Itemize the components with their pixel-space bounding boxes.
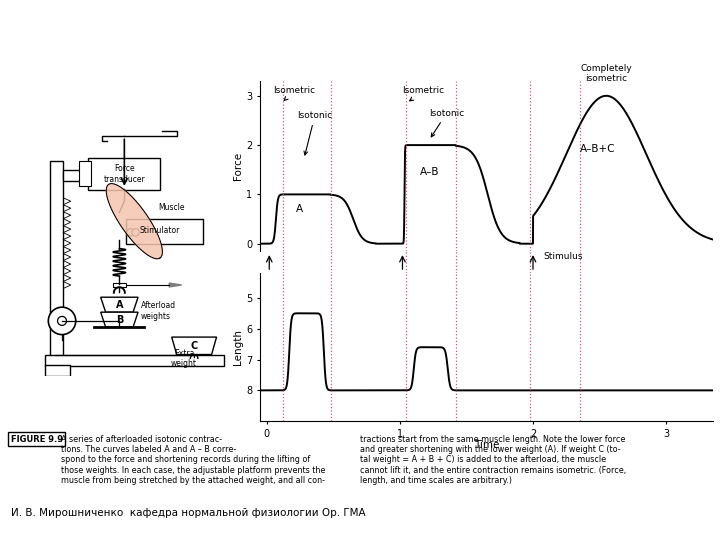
FancyBboxPatch shape	[125, 219, 203, 244]
Text: Isometric: Isometric	[274, 86, 315, 100]
Text: A: A	[296, 204, 303, 214]
Y-axis label: Length: Length	[233, 329, 243, 365]
Text: Extra
weight: Extra weight	[171, 349, 197, 368]
Text: Isometric: Isometric	[402, 86, 444, 101]
Bar	[113, 283, 125, 287]
Text: Muscle: Muscle	[158, 203, 184, 212]
Text: Force
transducer: Force transducer	[104, 164, 145, 184]
Polygon shape	[171, 337, 217, 355]
Text: Afterload
weights: Afterload weights	[140, 301, 176, 321]
Bar	[45, 364, 70, 376]
Text: Isotonic: Isotonic	[297, 111, 333, 155]
Polygon shape	[169, 283, 181, 287]
Text: A–B+C: A–B+C	[580, 145, 615, 154]
X-axis label: Time: Time	[474, 440, 499, 450]
Text: C: C	[191, 341, 198, 351]
Polygon shape	[101, 312, 138, 327]
Bar	[79, 161, 91, 186]
Polygon shape	[101, 297, 138, 312]
Text: tractions start from the same muscle length. Note the lower force
and greater sh: tractions start from the same muscle len…	[360, 435, 626, 485]
Text: A: A	[116, 300, 123, 309]
FancyBboxPatch shape	[89, 158, 161, 190]
Text: B: B	[116, 315, 123, 325]
Text: И. В. Мирошниченко  кафедра нормальной физиологии Ор. ГМА: И. В. Мирошниченко кафедра нормальной фи…	[11, 508, 366, 518]
Circle shape	[58, 316, 66, 326]
Text: A series of afterloaded isotonic contrac-
tions. The curves labeled A and A – B : A series of afterloaded isotonic contrac…	[61, 435, 325, 485]
Polygon shape	[107, 184, 163, 259]
Bar	[50, 161, 63, 356]
Text: A–B: A–B	[420, 167, 439, 177]
Text: FIGURE 9.9: FIGURE 9.9	[11, 435, 63, 444]
Circle shape	[48, 307, 76, 335]
Text: Completely
isometric: Completely isometric	[580, 64, 632, 84]
Bar	[63, 170, 98, 181]
Bar	[45, 355, 224, 366]
Circle shape	[127, 228, 135, 236]
Circle shape	[132, 228, 139, 236]
Y-axis label: Force: Force	[233, 152, 243, 180]
Text: Stimulator: Stimulator	[139, 226, 179, 235]
Text: Isotonic: Isotonic	[429, 109, 464, 137]
Text: Stimulus: Stimulus	[544, 252, 583, 261]
